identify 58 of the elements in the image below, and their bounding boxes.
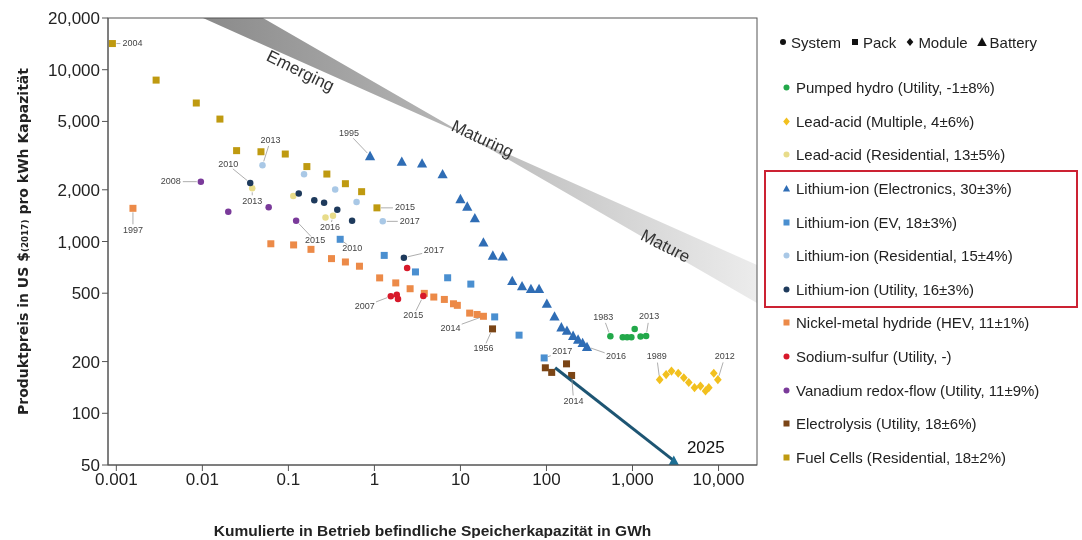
annotation: 1995 — [339, 128, 360, 139]
annotation: 1983 — [593, 311, 614, 322]
text: Battery — [989, 33, 1038, 51]
y-tick-label: 10,000 — [48, 60, 100, 80]
annotation: 2017 — [399, 215, 420, 226]
y-tick-label: 5,000 — [57, 112, 100, 132]
y-tick-label: 20,000 — [48, 9, 100, 29]
annotation: 2016 — [606, 351, 627, 362]
x-tick-label: 10,000 — [692, 470, 745, 490]
annotation: 2015 — [305, 235, 326, 246]
x-tick-label: 100 — [532, 470, 561, 490]
legend-label: Lithium-ion (Utility, 16±3%) — [796, 280, 975, 298]
x-tick-label: 0.1 — [276, 470, 301, 490]
annotation: 2014 — [563, 395, 584, 406]
annotation: 2013 — [639, 311, 660, 322]
annotation: 2016 — [319, 222, 341, 233]
x-tick-label: 0.001 — [95, 470, 138, 490]
annotation: 2013 — [260, 134, 281, 145]
y-tick-label: 1,000 — [57, 232, 100, 252]
y-tick-label: 200 — [71, 352, 100, 372]
legend-label: Fuel Cells (Residential, 18±2%) — [796, 448, 1006, 466]
annotation: 2007 — [354, 300, 375, 311]
annotation: 2010 — [218, 159, 239, 170]
text: System — [791, 33, 842, 51]
annotation: 2015 — [403, 310, 424, 321]
y-tick-label: 2,000 — [57, 180, 100, 200]
annotation: 2004 — [122, 37, 143, 48]
y-axis-title: Produktpreis in US $₍₂₀₁₇₎ pro kWh Kapazität — [15, 67, 31, 415]
annotation: 2008 — [160, 176, 181, 187]
text: Module — [918, 33, 968, 51]
annotation: 2014 — [440, 322, 461, 333]
annotation: 2025 — [686, 438, 725, 458]
annotation: 1989 — [646, 351, 667, 362]
legend-label: Vanadium redox-flow (Utility, 11±9%) — [796, 381, 1040, 399]
legend-label: Sodium-sulfur (Utility, -) — [796, 348, 952, 366]
annotation: 1956 — [473, 343, 494, 354]
legend-label: Pumped hydro (Utility, -1±8%) — [796, 79, 995, 97]
annotation: 2013 — [242, 195, 263, 206]
y-tick-label: 100 — [71, 404, 100, 424]
legend-label: Lead-acid (Residential, 13±5%) — [796, 146, 1006, 164]
annotation: 2017 — [552, 346, 573, 357]
legend-label: Lead-acid (Multiple, 4±6%) — [796, 112, 975, 130]
annotation: 2012 — [714, 351, 735, 362]
legend-label: Lithium-ion (Electronics, 30±3%) — [796, 180, 1012, 198]
x-tick-label: 1,000 — [611, 470, 654, 490]
annotation: 2010 — [342, 242, 363, 253]
annotation: 1997 — [122, 224, 143, 235]
y-tick-label: 500 — [71, 284, 100, 304]
legend-label: Lithium-ion (Residential, 15±4%) — [796, 247, 1013, 265]
annotation: 2017 — [423, 245, 444, 256]
legend-label: Nickel-metal hydride (HEV, 11±1%) — [796, 314, 1030, 332]
x-tick-label: 0.01 — [185, 470, 219, 490]
legend-label: Lithium-ion (EV, 18±3%) — [796, 213, 958, 231]
legend-label: Electrolysis (Utility, 18±6%) — [796, 415, 977, 433]
text: Pack — [863, 33, 897, 51]
x-tick-label: 1 — [369, 470, 380, 490]
x-tick-label: 10 — [450, 470, 470, 490]
annotation: 2015 — [394, 202, 415, 213]
